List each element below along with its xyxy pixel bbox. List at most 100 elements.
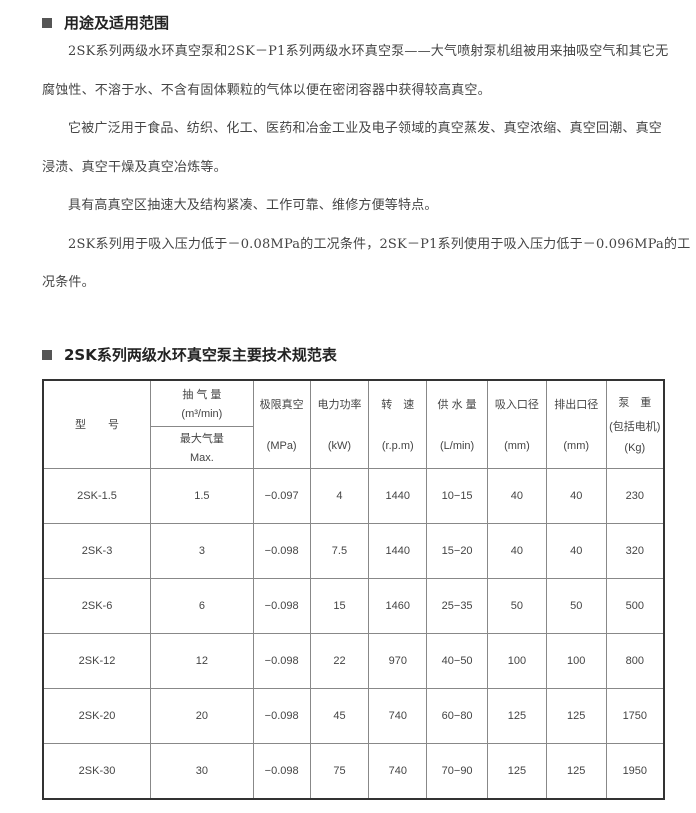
header-text: (包括电机) <box>609 421 661 434</box>
table-cell: 320 <box>605 522 665 579</box>
table-cell: 2SK-12 <box>42 632 152 689</box>
table-cell: 2SK-3 <box>42 522 152 579</box>
table-row: 2SK-3 3 −0.098 7.5 1440 15−20 40 40 320 <box>42 522 665 579</box>
table-cell: 970 <box>368 632 428 689</box>
spec-table: 型 号 抽 气 量 (m³/min) 极限真空 (MPa) 电力功率 (kW) 转 速… <box>42 379 665 800</box>
table-cell: 25−35 <box>426 577 489 634</box>
table-cell: 50 <box>545 577 607 634</box>
table-cell: 2SK-30 <box>42 742 152 799</box>
paragraph-line: 2SK系列两级水环真空泵和2SK－P1系列两级水环真空泵——大气喷射泵机组被用来… <box>68 44 669 59</box>
header-text: 泵 重 <box>618 397 652 410</box>
table-cell: 20 <box>150 687 254 744</box>
paragraph-line: 2SK系列用于吸入压力低于－0.08MPa的工况条件，2SK－P1系列使用于吸入… <box>68 236 691 252</box>
table-cell: 75 <box>309 742 370 799</box>
header-text: (kW) <box>327 440 352 453</box>
table-cell: 15 <box>309 577 370 634</box>
header-speed: 转 速 (r.p.m) <box>368 379 428 469</box>
table-cell: 40 <box>545 522 607 579</box>
table-cell: 1950 <box>605 742 665 799</box>
paragraph-line: 它被广泛用于食品、纺织、化工、医药和冶金工业及电子领域的真空蒸发、真空浓缩、真空… <box>68 121 663 136</box>
paragraph-line: 具有高真空区抽速大及结构紧凑、工作可靠、维修方便等特点。 <box>68 198 438 213</box>
table-cell: 70−90 <box>426 742 489 799</box>
table-header-row: 型 号 抽 气 量 (m³/min) 极限真空 (MPa) 电力功率 (kW) 转 速… <box>42 379 665 469</box>
header-text: 极限真空 <box>259 399 304 412</box>
header-text: (L/min) <box>439 440 475 453</box>
table-cell: 1.5 <box>150 467 254 524</box>
section-title: 2SK系列两级水环真空泵主要技术规范表 <box>64 346 337 364</box>
table-cell: −0.098 <box>252 522 311 579</box>
table-cell: 40 <box>487 522 547 579</box>
table-row: 2SK-1.5 1.5 −0.097 4 1440 10−15 40 40 230 <box>42 467 665 524</box>
table-cell: 125 <box>545 687 607 744</box>
header-outlet: 排出口径 (mm) <box>545 379 607 469</box>
table-cell: 22 <box>309 632 370 689</box>
section-heading-usage: 用途及适用范围 <box>42 12 169 33</box>
header-text: Max. <box>189 452 214 464</box>
square-bullet-icon <box>42 17 52 28</box>
table-cell: 40 <box>545 467 607 524</box>
table-cell: −0.097 <box>252 467 311 524</box>
table-cell: 2SK-1.5 <box>42 467 152 524</box>
header-text: 转 速 <box>381 399 415 412</box>
table-cell: 15−20 <box>426 522 489 579</box>
table-cell: 2SK-6 <box>42 577 152 634</box>
table-cell: 6 <box>150 577 254 634</box>
table-cell: 50 <box>487 577 547 634</box>
table-cell: −0.098 <box>252 742 311 799</box>
table-cell: 1440 <box>368 522 428 579</box>
table-cell: 3 <box>150 522 254 579</box>
table-cell: 4 <box>309 467 370 524</box>
header-water: 供 水 量 (L/min) <box>426 379 489 469</box>
paragraph-line: 腐蚀性、不溶于水、不含有固体颗粒的气体以便在密闭容器中获得较高真空。 <box>42 82 491 98</box>
header-flow-max: 最大气量 Max. <box>150 425 254 469</box>
table-cell: 10−15 <box>426 467 489 524</box>
table-cell: 45 <box>309 687 370 744</box>
header-text: (mm) <box>563 440 590 453</box>
table-cell: 7.5 <box>309 522 370 579</box>
table-cell: 100 <box>545 632 607 689</box>
table-cell: 12 <box>150 632 254 689</box>
table-cell: 125 <box>487 687 547 744</box>
header-text: (MPa) <box>266 440 297 453</box>
table-cell: 1460 <box>368 577 428 634</box>
table-cell: 740 <box>368 687 428 744</box>
table-cell: 40 <box>487 467 547 524</box>
table-cell: −0.098 <box>252 632 311 689</box>
paragraph-line: 浸渍、真空干燥及真空冶炼等。 <box>42 159 227 175</box>
header-text: 排出口径 <box>554 399 599 412</box>
table-cell: 30 <box>150 742 254 799</box>
header-text: (r.p.m) <box>381 440 414 453</box>
table-cell: 800 <box>605 632 665 689</box>
table-cell: 40−50 <box>426 632 489 689</box>
section-heading-spec-table: 2SK系列两级水环真空泵主要技术规范表 <box>42 344 337 365</box>
table-cell: 1440 <box>368 467 428 524</box>
table-cell: 500 <box>605 577 665 634</box>
header-text: 最大气量 <box>179 433 224 445</box>
header-text: 电力功率 <box>317 399 362 412</box>
table-cell: 125 <box>487 742 547 799</box>
header-weight: 泵 重 (包括电机) (Kg) <box>605 379 665 469</box>
header-power: 电力功率 (kW) <box>309 379 370 469</box>
header-text: (mm) <box>504 440 530 453</box>
table-cell: 125 <box>545 742 607 799</box>
section-title: 用途及适用范围 <box>64 14 170 32</box>
table-row: 2SK-30 30 −0.098 75 740 70−90 125 125 1950 <box>42 742 665 799</box>
table-cell: −0.098 <box>252 687 311 744</box>
header-text: (Kg) <box>624 442 646 455</box>
header-text: 抽 气 量 <box>182 389 222 402</box>
header-ultimate-vacuum: 极限真空 (MPa) <box>252 379 311 469</box>
header-model: 型 号 <box>42 379 152 469</box>
header-text: 供 水 量 <box>437 399 477 412</box>
header-text: 吸入口径 <box>494 399 539 412</box>
table-cell: 2SK-20 <box>42 687 152 744</box>
table-cell: 740 <box>368 742 428 799</box>
paragraph-line: 况条件。 <box>42 275 95 290</box>
table-cell: 100 <box>487 632 547 689</box>
header-inlet: 吸入口径 (mm) <box>487 379 547 469</box>
square-bullet-icon <box>42 349 52 360</box>
table-cell: 60−80 <box>426 687 489 744</box>
header-flow: 抽 气 量 (m³/min) <box>150 379 254 427</box>
table-cell: −0.098 <box>252 577 311 634</box>
table-row: 2SK-6 6 −0.098 15 1460 25−35 50 50 500 <box>42 577 665 634</box>
table-row: 2SK-12 12 −0.098 22 970 40−50 100 100 800 <box>42 632 665 689</box>
